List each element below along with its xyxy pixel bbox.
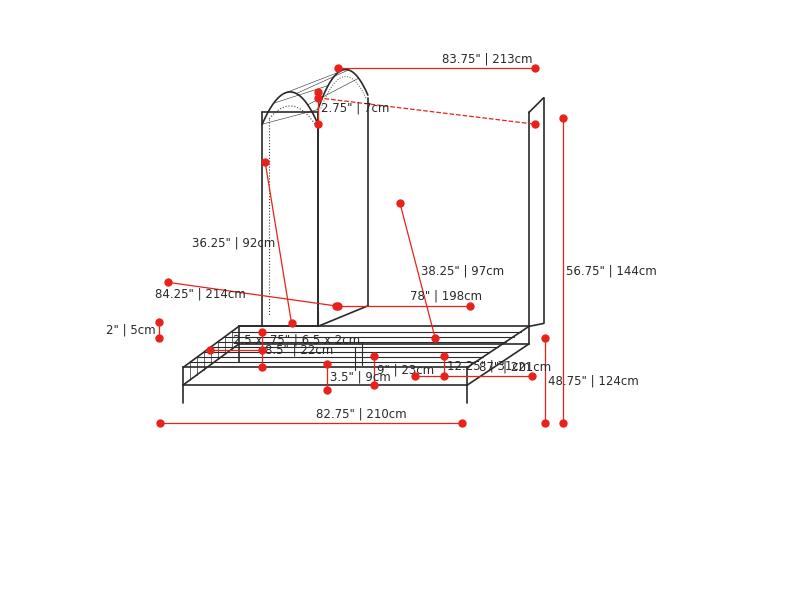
Text: 38.25" | 97cm: 38.25" | 97cm [421,264,504,277]
Text: 48.75" | 124cm: 48.75" | 124cm [548,374,639,387]
Text: 3.5" | 9cm: 3.5" | 9cm [330,371,390,383]
Text: 82.75" | 210cm: 82.75" | 210cm [317,407,407,420]
Text: 12.25" | 31cm: 12.25" | 31cm [447,359,530,373]
Text: 84.25" | 214cm: 84.25" | 214cm [155,287,246,301]
Text: 2.75" | 7cm: 2.75" | 7cm [321,101,390,115]
Text: 36.25" | 92cm: 36.25" | 92cm [192,236,275,250]
Text: 8.5" | 22cm: 8.5" | 22cm [265,343,334,356]
Text: 2" | 5cm: 2" | 5cm [106,323,155,337]
Text: 56.75" | 144cm: 56.75" | 144cm [566,264,657,277]
Text: 78" | 198cm: 78" | 198cm [410,290,482,303]
Text: 83.75" | 213cm: 83.75" | 213cm [442,53,533,65]
Text: 9" | 23cm: 9" | 23cm [377,364,434,377]
Text: 87" | 221cm: 87" | 221cm [479,360,551,373]
Text: 2.5 x .75" | 6.5 x 2cm: 2.5 x .75" | 6.5 x 2cm [233,334,360,347]
